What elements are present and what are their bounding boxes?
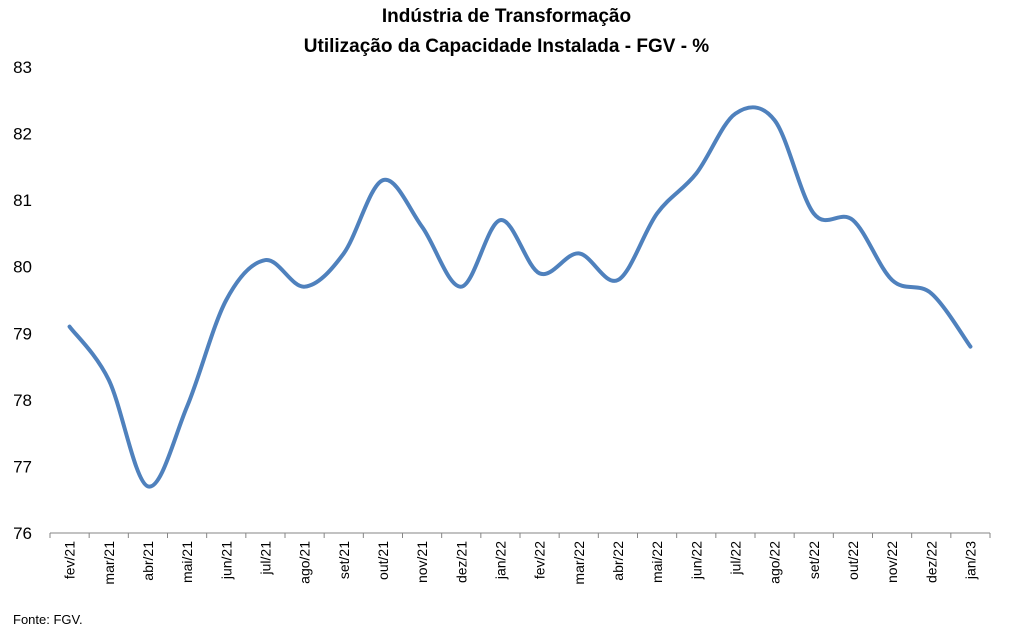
y-tick-label: 82: [13, 125, 32, 144]
y-tick-label: 79: [13, 324, 32, 343]
data-point: [185, 405, 189, 409]
x-tick-label: jun/21: [218, 541, 234, 580]
y-tick-label: 80: [13, 258, 32, 277]
data-point: [263, 258, 267, 262]
source-note: Fonte: FGV.: [13, 612, 83, 627]
x-tick-label: dez/21: [453, 541, 469, 583]
x-tick-label: dez/22: [923, 541, 939, 583]
y-tick-label: 77: [13, 457, 32, 476]
data-point: [303, 285, 307, 289]
data-point: [342, 251, 346, 255]
x-tick-label: set/22: [806, 541, 822, 579]
data-point: [538, 271, 542, 275]
data-point: [929, 291, 933, 295]
data-point: [968, 345, 972, 349]
x-tick-label: ago/21: [297, 541, 313, 584]
series-layer: [67, 105, 973, 489]
data-point: [655, 211, 659, 215]
data-point: [773, 118, 777, 122]
data-point: [224, 298, 228, 302]
x-tick-label: fev/22: [532, 541, 548, 579]
data-point: [498, 218, 502, 222]
data-point: [577, 251, 581, 255]
data-point: [146, 484, 150, 488]
data-point: [851, 218, 855, 222]
x-tick-label: set/21: [336, 541, 352, 579]
x-tick-label: out/22: [845, 541, 861, 580]
x-tick-label: fev/21: [62, 541, 78, 579]
x-tick-label: ago/22: [767, 541, 783, 584]
x-tick-label: jan/23: [962, 541, 978, 580]
x-tick-label: mar/21: [101, 541, 117, 585]
data-point: [890, 278, 894, 282]
data-point: [459, 285, 463, 289]
x-tick-label: jan/22: [492, 541, 508, 580]
data-point: [381, 178, 385, 182]
chart-title: Indústria de Transformação: [381, 6, 632, 27]
data-point: [694, 172, 698, 176]
y-axis: 76 77 78 79 80 81 82 83: [13, 58, 32, 543]
y-tick-label: 78: [13, 391, 32, 410]
x-tick-label: jul/21: [257, 541, 273, 576]
x-tick-label: mai/21: [179, 541, 195, 583]
data-point: [420, 225, 424, 229]
x-tick-label: mai/22: [649, 541, 665, 583]
x-tick-label: nov/22: [884, 541, 900, 583]
data-point: [107, 378, 111, 382]
y-tick-label: 76: [13, 524, 32, 543]
y-tick-label: 83: [13, 58, 32, 77]
x-tick-label: jun/22: [688, 541, 704, 580]
data-point: [733, 112, 737, 116]
chart-subtitle: Utilização da Capacidade Instalada - FGV…: [303, 36, 710, 57]
x-tick-label: nov/21: [414, 541, 430, 583]
data-point: [616, 278, 620, 282]
data-point: [812, 211, 816, 215]
x-tick-label: abr/22: [610, 541, 626, 581]
series-line: [67, 105, 973, 489]
y-tick-label: 81: [13, 191, 32, 210]
x-axis: fev/21 mar/21 abr/21 mai/21 jun/21 jul/21 ago/…: [49, 532, 991, 585]
data-point: [68, 325, 72, 329]
x-tick-label: jul/22: [727, 541, 743, 576]
x-tick-label: mar/22: [571, 541, 587, 585]
x-tick-label: abr/21: [140, 541, 156, 581]
x-tick-label: out/21: [375, 541, 391, 580]
